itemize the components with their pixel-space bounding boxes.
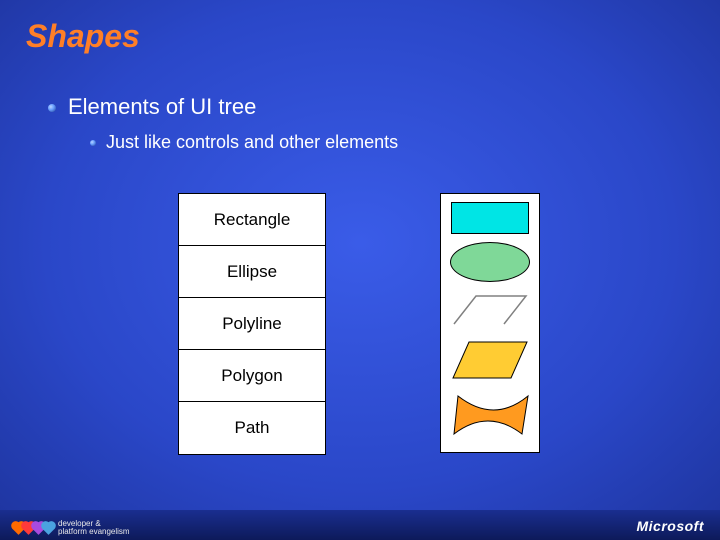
label-rectangle: Rectangle (179, 194, 325, 246)
microsoft-logo: Microsoft (637, 518, 705, 534)
footer-bar: developer & platform evangelism Microsof… (0, 510, 720, 540)
developer-evangelism-logo: developer & platform evangelism (14, 520, 130, 536)
label-ellipse: Ellipse (179, 246, 325, 298)
bullet-level-2: Just like controls and other elements (90, 132, 398, 153)
slide-title: Shapes (26, 18, 140, 55)
shape-polyline-icon (448, 290, 532, 330)
bullet-level-1: Elements of UI tree (48, 94, 256, 120)
label-polygon: Polygon (179, 350, 325, 402)
label-path: Path (179, 402, 325, 454)
hearts-icon (14, 524, 53, 533)
shape-visuals-panel (440, 193, 540, 453)
dev-logo-text: developer & platform evangelism (58, 520, 130, 536)
shape-labels-table: Rectangle Ellipse Polyline Polygon Path (178, 193, 326, 455)
label-polyline: Polyline (179, 298, 325, 350)
shape-rectangle-icon (451, 202, 529, 234)
shape-ellipse-icon (450, 242, 530, 282)
shape-path-icon (446, 390, 534, 440)
shape-polygon-icon (447, 338, 533, 382)
